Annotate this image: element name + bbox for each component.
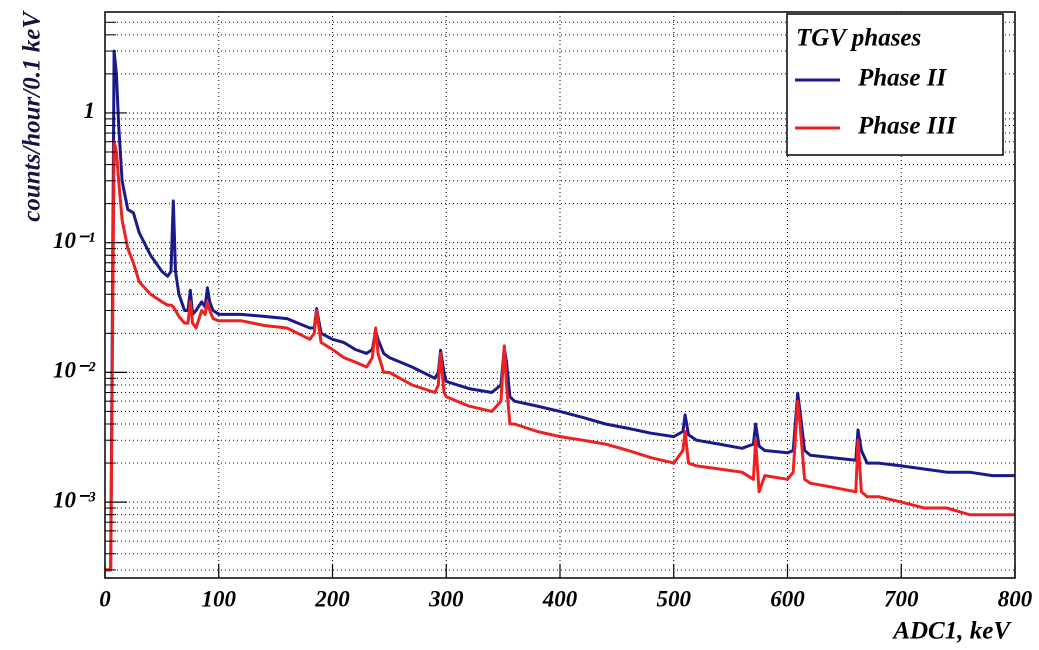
y-tick-label: 10⁻² (53, 358, 96, 383)
y-axis-label: counts/hour/0.1 keV (19, 10, 46, 222)
x-tick-label: 200 (314, 586, 350, 611)
x-tick-label: 0 (99, 586, 111, 611)
series-line (105, 140, 1015, 572)
lines (105, 49, 1015, 572)
x-tick-label: 400 (542, 586, 578, 611)
legend: TGV phases Phase II Phase III (786, 13, 1004, 156)
x-tick-label: 600 (770, 586, 805, 611)
y-tick-label: 10⁻¹ (53, 228, 95, 253)
legend-label: Phase II (857, 65, 947, 92)
ticks (104, 21, 1016, 578)
x-tick-label: 800 (998, 586, 1033, 611)
x-axis-label: ADC1, keV (891, 618, 1012, 645)
legend-title: TGV phases (796, 25, 921, 52)
x-tick-label: 700 (884, 586, 919, 611)
y-tick-label: 1 (84, 98, 96, 123)
y-tick-label: 10⁻³ (53, 487, 96, 512)
legend-box (786, 13, 1004, 156)
x-tick-label: 500 (657, 586, 692, 611)
x-tick-label: 300 (428, 586, 464, 611)
legend-label: Phase III (857, 113, 957, 140)
x-tick-label: 100 (202, 586, 237, 611)
